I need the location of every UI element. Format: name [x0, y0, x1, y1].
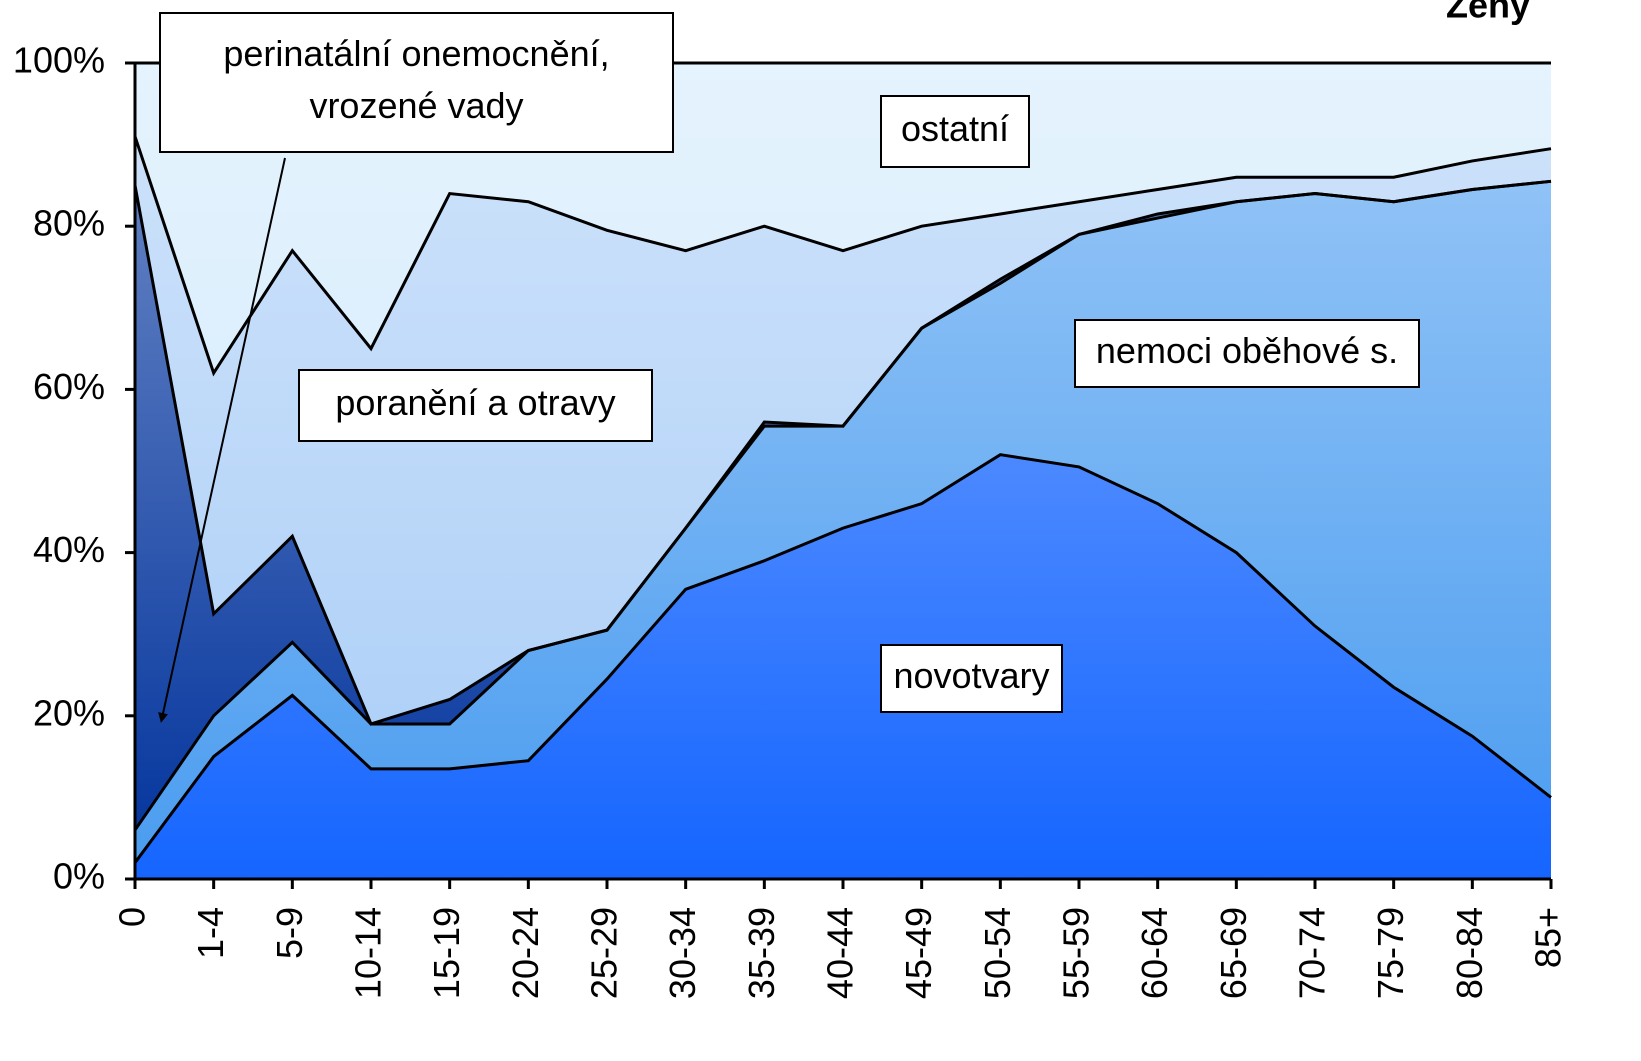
- x-tick-label: 15-19: [426, 907, 467, 999]
- x-tick-label: 50-54: [977, 907, 1018, 999]
- annotation-box: [159, 12, 674, 153]
- x-tick-label: 70-74: [1292, 907, 1333, 999]
- area-edge: [133, 453, 1552, 864]
- annotation-box: [880, 95, 1030, 168]
- y-tick-label: 20%: [33, 692, 105, 733]
- y-tick-label: 100%: [13, 40, 105, 81]
- x-tick-label: 30-34: [662, 907, 703, 999]
- area: [135, 136, 1551, 724]
- y-tick-label: 60%: [33, 366, 105, 407]
- area: [135, 454, 1551, 879]
- chart-title: Ženy: [1446, 0, 1530, 26]
- annotation-text: ostatní: [901, 108, 1009, 149]
- x-tick-label: 25-29: [584, 907, 625, 999]
- area-edge: [133, 179, 1552, 726]
- x-tick-label: 60-64: [1134, 907, 1175, 999]
- annotation-box: [880, 644, 1063, 713]
- x-tick-label: 1-4: [190, 907, 231, 959]
- annotation-box: [298, 369, 653, 442]
- x-tick-label: 40-44: [820, 907, 861, 999]
- x-tick-label: 75-79: [1370, 907, 1411, 999]
- x-tick-label: 0: [112, 907, 153, 927]
- y-tick-label: 0%: [53, 856, 105, 897]
- annotation-text: perinatální onemocnění,: [223, 33, 609, 74]
- y-tick-label: 40%: [33, 529, 105, 570]
- x-tick-label: 45-49: [898, 907, 939, 999]
- x-tick-label: 55-59: [1056, 907, 1097, 999]
- annotation-arrow: [158, 157, 286, 723]
- x-tick-label: 65-69: [1213, 907, 1254, 999]
- x-tick-label: 80-84: [1449, 907, 1490, 999]
- x-tick-label: 10-14: [348, 907, 389, 999]
- annotation-text: vrozené vady: [309, 85, 523, 126]
- x-tick-label: 85+: [1528, 907, 1569, 968]
- annotation-text: nemoci oběhové s.: [1096, 330, 1398, 371]
- x-tick-label: 35-39: [741, 907, 782, 999]
- annotation-text: poranění a otravy: [335, 382, 615, 423]
- area-edge: [133, 135, 1552, 377]
- annotation-text: novotvary: [893, 655, 1049, 696]
- annotation-box: [1074, 319, 1420, 388]
- y-tick-label: 80%: [33, 203, 105, 244]
- x-tick-label: 5-9: [269, 907, 310, 959]
- x-tick-label: 20-24: [505, 907, 546, 999]
